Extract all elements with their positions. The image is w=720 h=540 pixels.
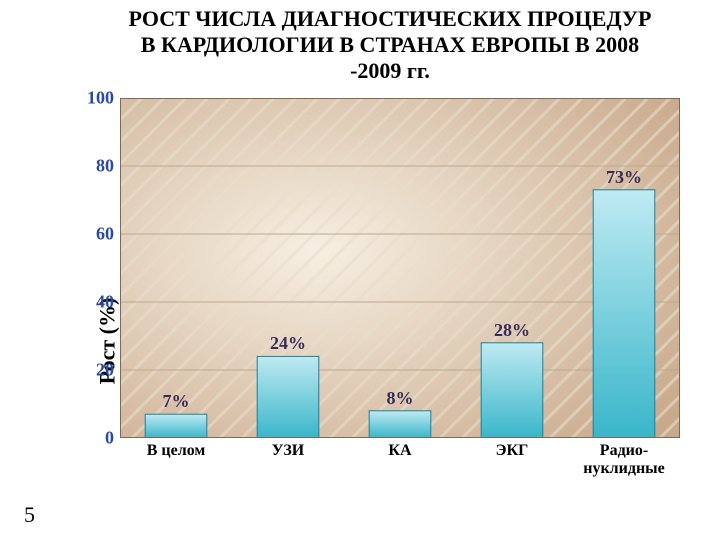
bar xyxy=(257,356,319,438)
x-category-label: ЭКГ xyxy=(496,442,529,460)
y-tick-label: 0 xyxy=(82,428,114,449)
plot-area: 0204060801007%24%8%28%73%В целомУЗИКАЭКГ… xyxy=(120,98,680,438)
bar-value-label: 7% xyxy=(163,391,190,412)
bar xyxy=(481,343,543,438)
bar-value-label: 28% xyxy=(494,320,530,341)
x-category-label: УЗИ xyxy=(272,442,304,460)
slide-number: 5 xyxy=(24,502,35,528)
chart-title: РОСТ ЧИСЛА ДИАГНОСТИЧЕСКИХ ПРОЦЕДУР В КА… xyxy=(0,0,720,86)
bar-value-label: 73% xyxy=(606,167,642,188)
bar xyxy=(593,190,655,438)
x-category-label: Радио-нуклидные xyxy=(583,442,665,478)
chart-stage: Рост (%) 0204060801007%24%8%28%73%В цело… xyxy=(48,98,682,484)
y-tick-label: 60 xyxy=(82,224,114,245)
bar-value-label: 24% xyxy=(270,333,306,354)
y-tick-label: 100 xyxy=(82,88,114,109)
bar xyxy=(369,411,431,438)
bar xyxy=(145,414,207,438)
y-tick-label: 40 xyxy=(82,292,114,313)
x-category-label: В целом xyxy=(147,442,206,460)
bar-value-label: 8% xyxy=(387,388,414,409)
y-tick-label: 20 xyxy=(82,360,114,381)
y-tick-label: 80 xyxy=(82,156,114,177)
x-category-label: КА xyxy=(388,442,411,460)
